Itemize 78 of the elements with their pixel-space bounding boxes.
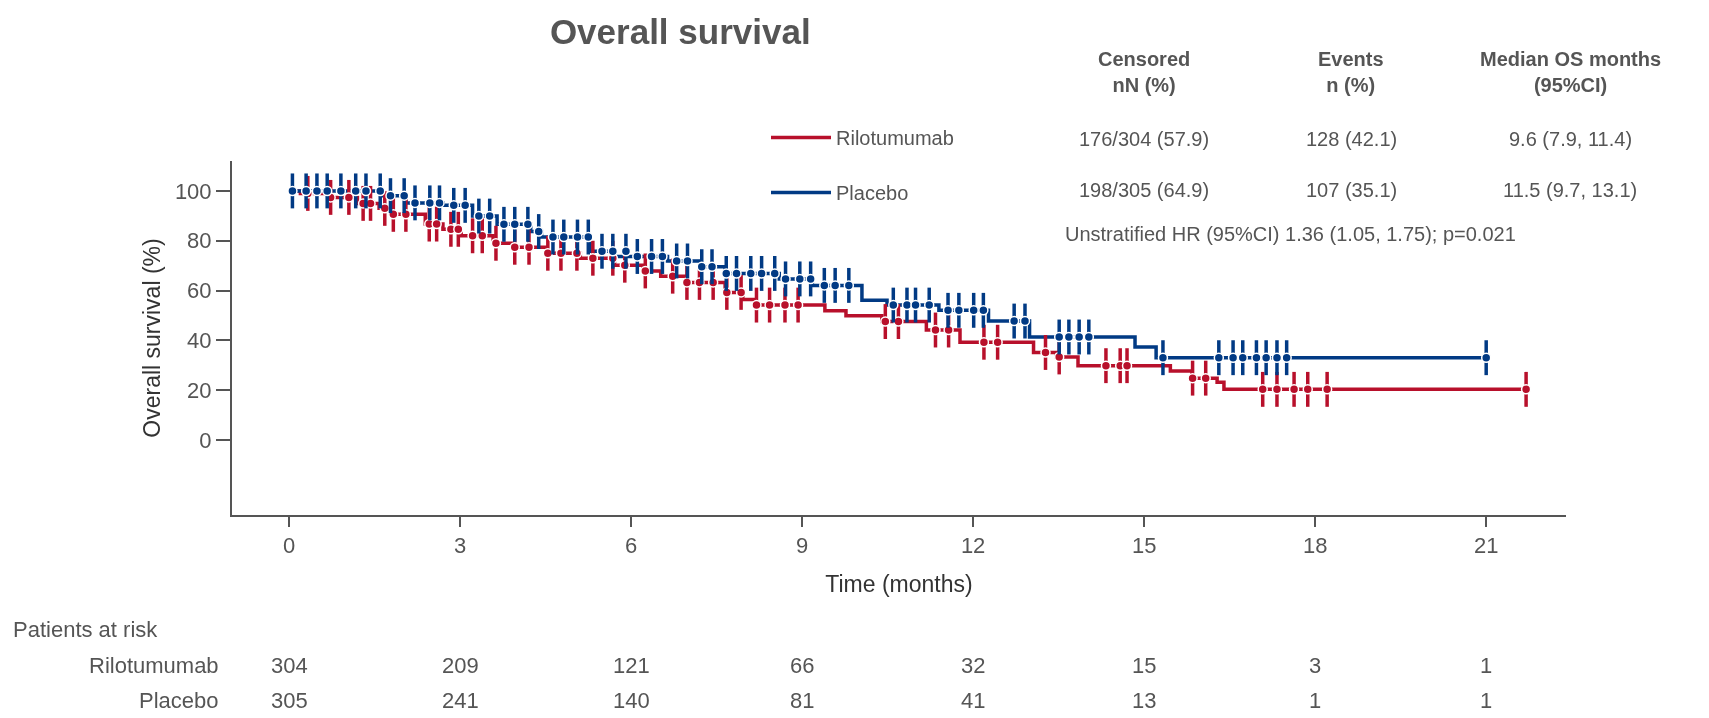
text: Events n (%) [1318,48,1384,96]
point [1321,384,1333,395]
x-tick-label: 15 [1131,533,1157,559]
annotation: 107 (35.1) [1306,179,1398,201]
annotation: 198/305 (64.9) [1079,179,1210,201]
point [587,252,599,264]
text: 305 [271,688,308,713]
point [523,242,535,253]
text: 1 [1309,688,1322,713]
point [930,324,941,336]
text: 176/304 (57.9) [1079,128,1210,150]
y-tick-label: 80 [187,228,212,254]
y-tick-label: 100 [174,178,212,204]
point [1121,360,1133,371]
point [893,316,904,327]
text: 140 [613,688,650,713]
point [751,299,762,311]
point [681,277,693,288]
text: 3 [1309,653,1322,678]
y-axis-title: Overall survival (%) [138,238,165,438]
text: Patients at risk [13,617,159,642]
y-tick-label: 40 [187,328,212,354]
text: Median OS months (95%CI) [1480,48,1662,96]
text: 241 [442,688,479,713]
x-tick-label: 18 [1302,533,1328,559]
text: 121 [613,653,650,678]
point [467,230,478,242]
point [509,242,521,253]
text: 13 [1132,688,1157,713]
point [1200,372,1211,384]
text: Censored nN (%) [1098,48,1191,96]
x-axis-title: Time (months) [825,570,973,597]
text: 1 [1480,688,1493,713]
x-tick-label: 12 [960,533,986,559]
point [735,287,747,298]
text: Rilotumumab [89,653,219,678]
y-tick-label: 0 [199,427,212,453]
point [779,299,791,311]
text: 32 [961,653,986,678]
chart-title: Overall survival [549,12,811,52]
text: Placebo [139,688,219,713]
legend-label: Rilotumumab [836,127,954,150]
text: 81 [790,688,815,713]
point [1100,360,1112,371]
x-tick-label: 3 [453,533,467,559]
point [978,336,990,348]
text: 66 [790,653,815,678]
legend-label: Placebo [836,182,909,205]
y-tick-label: 60 [187,278,212,304]
point [1040,347,1051,358]
text: 128 (42.1) [1306,128,1398,150]
point [1187,372,1198,384]
x-tick-label: 6 [624,533,638,559]
point [992,336,1003,348]
point [792,299,804,311]
y-tick-label: 20 [187,378,212,404]
text: 304 [271,653,308,678]
point [1271,384,1283,395]
point [640,265,651,277]
point [880,316,891,327]
point [490,238,502,249]
point [453,224,464,235]
text: 15 [1132,653,1157,678]
point [1302,384,1313,395]
point [343,192,355,203]
x-tick-label: 9 [795,533,809,559]
point [764,299,775,311]
text: 209 [442,653,479,678]
point [1257,384,1268,395]
point [1288,384,1300,395]
x-tick-label: 0 [282,533,296,559]
text: 9.6 (7.9, 11.4) [1509,128,1633,150]
annotation: 11.5 (9.7, 13.1) [1503,179,1638,201]
text: 41 [961,688,986,713]
point [431,218,442,230]
text: 1 [1480,653,1493,678]
annotation: Unstratified HR (95%CI) 1.36 (1.05, 1.75); p=0.021 [1065,223,1516,245]
x-tick-label: 21 [1473,533,1499,559]
